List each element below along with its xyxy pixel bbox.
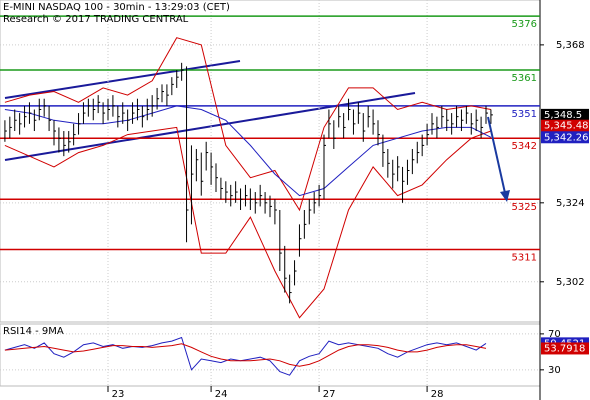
- y-tick-label: 5,302: [556, 277, 585, 288]
- chart-subtitle: Research © 2017 TRADING CENTRAL: [3, 14, 189, 25]
- trend-line: [4, 92, 416, 161]
- y-tick-label: 5,324: [556, 198, 585, 209]
- arrow-shaft: [487, 116, 506, 194]
- price-tag: [541, 131, 589, 144]
- y-tick-label: 70: [548, 329, 561, 340]
- rsi-title: RSI14 - 9MA: [3, 326, 64, 337]
- price-panel: [0, 0, 541, 323]
- price-tag-label: 5,342.26: [544, 132, 589, 143]
- x-tick-label: 27: [323, 389, 336, 400]
- line-series: [4, 126, 492, 319]
- y-tick-label: 5,368: [556, 40, 585, 51]
- level-label: 5325: [512, 202, 537, 213]
- x-tick-label: 24: [215, 389, 228, 400]
- price-tag: [541, 108, 589, 121]
- rsi-panel: [0, 323, 541, 387]
- line-series: [4, 336, 487, 376]
- x-tick-label: 28: [431, 389, 444, 400]
- value-tag: [541, 342, 589, 355]
- level-label: 5311: [512, 252, 537, 263]
- trend-line: [4, 60, 241, 99]
- price-tag: [541, 119, 589, 132]
- level-label: 5351: [512, 109, 537, 120]
- line-series: [4, 37, 491, 212]
- x-tick-label: 23: [112, 389, 125, 400]
- line-series: [4, 105, 492, 197]
- level-label: 5342: [512, 141, 537, 152]
- line-series: [4, 343, 487, 367]
- y-tick-label: 30: [548, 365, 561, 376]
- price-tag-label: 5,348.5: [544, 110, 582, 121]
- level-label: 5376: [512, 19, 537, 30]
- value-tag-label: 53.7918: [544, 343, 585, 354]
- price-tag-label: 5,345.48: [544, 121, 589, 132]
- arrow-head: [500, 190, 510, 202]
- level-label: 5361: [512, 73, 537, 84]
- chart-title: E-MINI NASDAQ 100 - 30min - 13:29:03 (CE…: [3, 2, 230, 13]
